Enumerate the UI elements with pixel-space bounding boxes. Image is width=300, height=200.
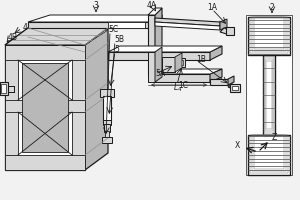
Text: 1C: 1C xyxy=(178,80,188,90)
Polygon shape xyxy=(228,76,234,85)
Polygon shape xyxy=(5,45,18,170)
Bar xyxy=(264,57,274,133)
Polygon shape xyxy=(148,8,162,15)
Bar xyxy=(263,55,275,135)
Bar xyxy=(175,58,185,67)
Polygon shape xyxy=(155,47,162,82)
Polygon shape xyxy=(148,15,155,75)
Polygon shape xyxy=(148,52,155,82)
Polygon shape xyxy=(210,46,222,60)
Bar xyxy=(248,17,290,55)
Polygon shape xyxy=(210,69,222,82)
Polygon shape xyxy=(85,28,108,170)
Bar xyxy=(254,135,284,169)
Bar xyxy=(102,137,112,143)
Text: $L_4$: $L_4$ xyxy=(173,82,183,94)
Polygon shape xyxy=(25,30,108,45)
Polygon shape xyxy=(175,53,182,72)
Polygon shape xyxy=(220,19,227,30)
Polygon shape xyxy=(5,45,85,60)
Polygon shape xyxy=(5,100,85,112)
Polygon shape xyxy=(72,45,85,170)
Polygon shape xyxy=(162,57,175,72)
Text: 4B: 4B xyxy=(8,32,18,42)
Bar xyxy=(246,15,292,175)
Bar xyxy=(230,84,240,92)
Bar xyxy=(252,135,286,171)
Polygon shape xyxy=(220,28,234,35)
Text: 5: 5 xyxy=(114,46,119,54)
Polygon shape xyxy=(155,22,220,30)
Polygon shape xyxy=(5,45,85,170)
Bar xyxy=(248,135,290,175)
Bar xyxy=(254,17,284,49)
Text: Z: Z xyxy=(272,134,277,142)
Polygon shape xyxy=(155,69,222,74)
Polygon shape xyxy=(108,46,222,52)
Polygon shape xyxy=(20,27,100,42)
Polygon shape xyxy=(28,15,162,22)
Bar xyxy=(104,124,110,132)
Polygon shape xyxy=(22,63,68,152)
Text: 1A: 1A xyxy=(207,2,217,11)
Bar xyxy=(252,17,286,51)
Bar xyxy=(250,17,288,53)
Text: 4: 4 xyxy=(23,23,28,32)
Polygon shape xyxy=(5,28,108,45)
Text: X: X xyxy=(235,140,240,150)
Bar xyxy=(100,89,114,97)
Polygon shape xyxy=(210,79,228,85)
Bar xyxy=(105,131,109,138)
Bar xyxy=(177,60,183,65)
Text: 4A: 4A xyxy=(147,1,157,10)
Text: 5A: 5A xyxy=(155,70,165,78)
Polygon shape xyxy=(155,18,220,26)
Polygon shape xyxy=(5,28,108,45)
Text: 5B: 5B xyxy=(114,36,124,45)
Polygon shape xyxy=(150,15,162,28)
Polygon shape xyxy=(108,22,145,28)
Polygon shape xyxy=(108,52,210,60)
Polygon shape xyxy=(155,8,162,75)
Text: 3: 3 xyxy=(94,1,98,10)
Polygon shape xyxy=(20,30,100,45)
Polygon shape xyxy=(28,22,150,28)
Bar xyxy=(266,61,272,129)
Polygon shape xyxy=(0,82,8,95)
Bar xyxy=(265,59,273,131)
Bar xyxy=(1,84,6,93)
Bar xyxy=(232,86,238,90)
Text: 2: 2 xyxy=(270,2,274,11)
Bar xyxy=(226,27,234,35)
Bar xyxy=(103,120,111,125)
Text: 1B: 1B xyxy=(196,55,206,64)
Bar xyxy=(250,135,288,173)
Bar xyxy=(103,96,111,122)
Polygon shape xyxy=(155,74,210,82)
Polygon shape xyxy=(228,84,240,90)
Polygon shape xyxy=(5,155,85,170)
Text: 5C: 5C xyxy=(108,25,118,34)
